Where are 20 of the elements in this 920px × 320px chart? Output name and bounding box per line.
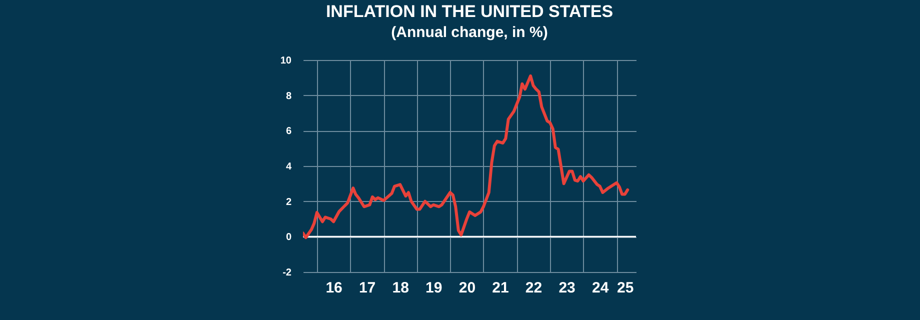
- x-tick-label: 25: [617, 280, 634, 296]
- y-tick-label: 0: [286, 232, 292, 244]
- x-tick-label: 23: [558, 280, 576, 296]
- x-tick-label: 18: [392, 280, 409, 296]
- line-series: [303, 74, 630, 240]
- chart-title: INFLATION IN THE UNITED STATES: [326, 2, 614, 21]
- y-tick-label: 10: [280, 56, 292, 66]
- x-tick-label: 21: [492, 280, 509, 296]
- y-tick-label: -2: [282, 268, 292, 278]
- x-tick-label: 16: [326, 280, 342, 296]
- y-tick-label: 8: [286, 90, 292, 102]
- x-tick-label: 24: [592, 280, 610, 296]
- y-tick-label: 4: [286, 162, 292, 172]
- y-tick-label: 2: [286, 196, 292, 208]
- x-tick-label: 22: [525, 280, 542, 296]
- x-tick-label: 20: [458, 280, 476, 296]
- y-tick-label: 6: [286, 126, 292, 138]
- x-tick-label: 17: [358, 280, 376, 296]
- chart-subtitle: (Annual change, in %): [391, 24, 548, 41]
- x-tick-label: 19: [426, 280, 442, 296]
